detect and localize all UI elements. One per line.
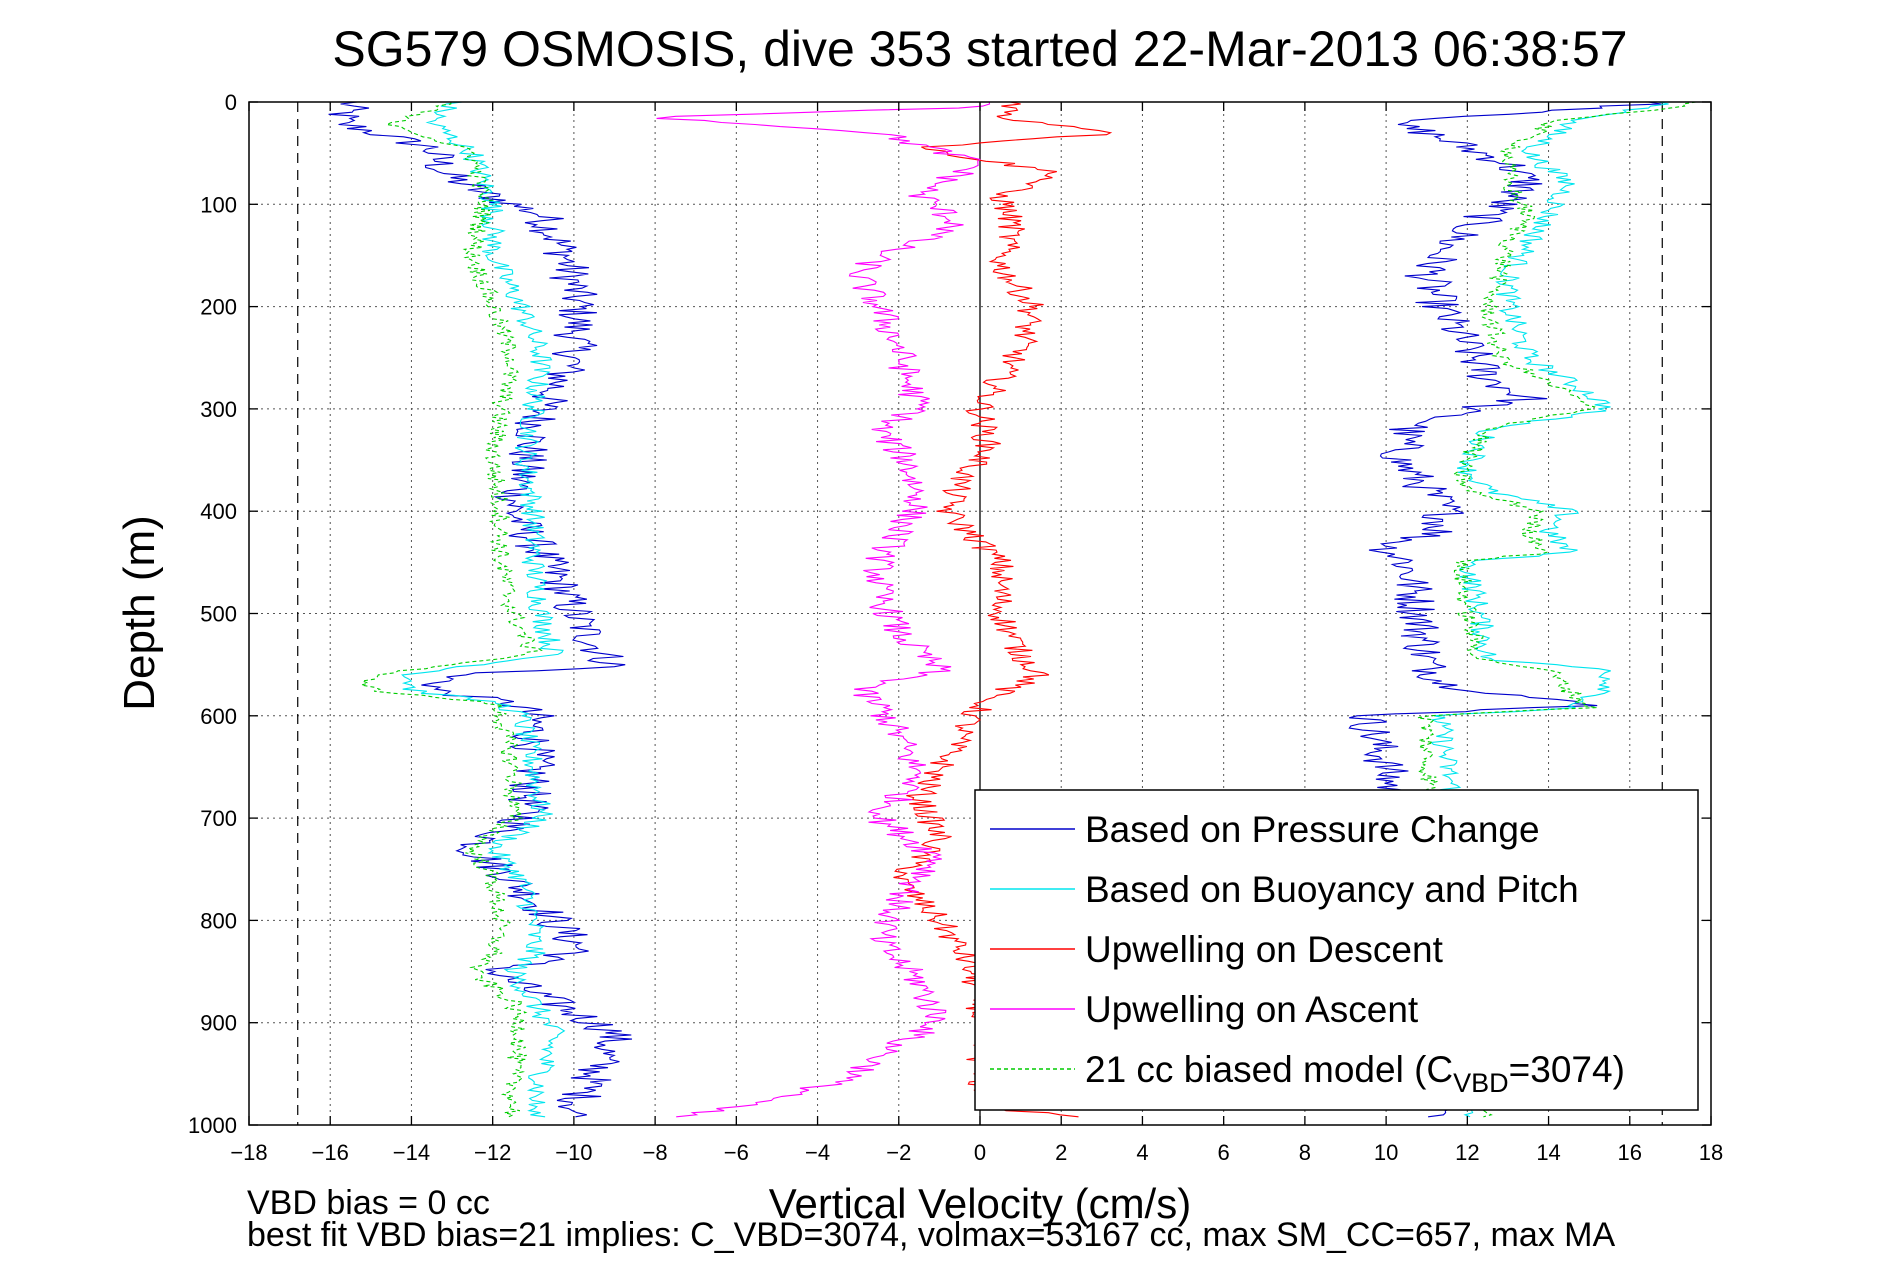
y-tick-label: 800 (200, 908, 237, 933)
x-tick-label: −2 (886, 1140, 911, 1165)
series-line-1-descent (328, 101, 633, 1118)
y-axis-label: Depth (m) (115, 515, 164, 711)
y-tick-label: 0 (225, 90, 237, 115)
y-tick-label: 700 (200, 806, 237, 831)
series-line-4-ascent (656, 101, 991, 1118)
x-tick-label: 8 (1299, 1140, 1311, 1165)
x-tick-label: −12 (474, 1140, 511, 1165)
legend-label-1: Based on Pressure Change (1085, 809, 1540, 850)
x-axis-label: Vertical Velocity (cm/s) (769, 1180, 1191, 1227)
series-line-5-ascent (1415, 101, 1697, 1118)
axis-ticks: −18 −16 −14 −12 −10 −8 −6 −4 −2 0 2 4 6 8 10 12 14 16 18 0 1… (188, 90, 1723, 1165)
x-tick-label: 6 (1218, 1140, 1230, 1165)
vbd-bias-note: VBD bias = 0 cc (247, 1184, 490, 1222)
x-tick-label: 16 (1618, 1140, 1642, 1165)
y-tick-label: 100 (200, 192, 237, 217)
x-tick-label: 4 (1136, 1140, 1148, 1165)
x-tick-label: −6 (724, 1140, 749, 1165)
x-tick-label: −16 (312, 1140, 349, 1165)
x-tick-label: −4 (805, 1140, 830, 1165)
y-tick-label: 600 (200, 704, 237, 729)
legend-label-suffix: =3074) (1509, 1049, 1625, 1090)
legend-label-subscript: VBD (1453, 1068, 1509, 1098)
y-tick-label: 300 (200, 397, 237, 422)
y-tick-label: 500 (200, 602, 237, 627)
x-tick-label: −14 (393, 1140, 430, 1165)
chart-title: SG579 OSMOSIS, dive 353 started 22-Mar-2… (332, 21, 1627, 77)
legend: Based on Pressure Change Based on Buoyanc… (974, 789, 1699, 1111)
legend-label-2: Based on Buoyancy and Pitch (1085, 869, 1579, 910)
x-tick-label: 14 (1536, 1140, 1560, 1165)
x-tick-label: 10 (1374, 1140, 1398, 1165)
legend-label-3: Upwelling on Descent (1085, 929, 1444, 970)
series-line-2-descent (401, 101, 566, 1118)
best-fit-note: best fit VBD bias=21 implies: C_VBD=3074… (247, 1216, 1616, 1254)
legend-label-4: Upwelling on Ascent (1085, 989, 1419, 1030)
x-tick-label: −8 (643, 1140, 668, 1165)
x-tick-label: 0 (974, 1140, 986, 1165)
series-line-3-descent (893, 101, 1113, 1118)
y-tick-label: 200 (200, 295, 237, 320)
x-tick-label: 2 (1055, 1140, 1067, 1165)
x-tick-label: 18 (1699, 1140, 1723, 1165)
legend-label-5: 21 cc biased model (CVBD=3074) (1085, 1049, 1625, 1098)
x-tick-label: −18 (230, 1140, 267, 1165)
y-tick-label: 900 (200, 1011, 237, 1036)
x-tick-label: −10 (555, 1140, 592, 1165)
series-line-5-descent (360, 101, 543, 1118)
y-tick-label: 400 (200, 499, 237, 524)
y-tick-label: 1000 (188, 1113, 237, 1138)
x-tick-label: 12 (1455, 1140, 1479, 1165)
legend-box (974, 789, 1699, 1111)
